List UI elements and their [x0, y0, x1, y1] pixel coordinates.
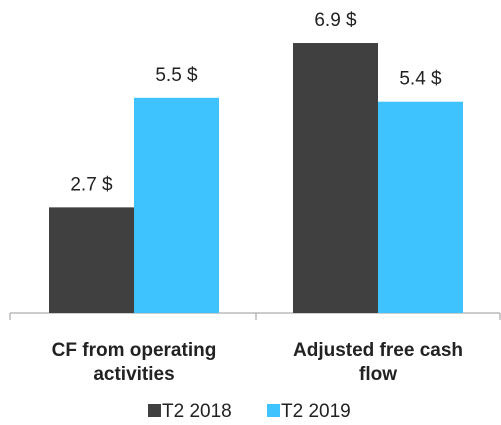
value-label: 5.4 $ [399, 69, 442, 90]
bar [293, 43, 378, 313]
bar [134, 97, 219, 313]
legend-swatch [267, 404, 280, 417]
legend-label: T2 2019 [281, 401, 351, 422]
value-label: 5.5 $ [155, 65, 198, 86]
x-tick-label: CF from operating activities [51, 340, 217, 385]
legend-label: T2 2018 [162, 401, 232, 422]
bar [49, 207, 134, 313]
legend-swatch [148, 404, 161, 417]
value-label: 2.7 $ [70, 174, 113, 195]
value-label: 6.9 $ [314, 10, 357, 31]
x-tick-label: Adjusted free cash flow [293, 340, 463, 385]
bar [378, 101, 463, 313]
